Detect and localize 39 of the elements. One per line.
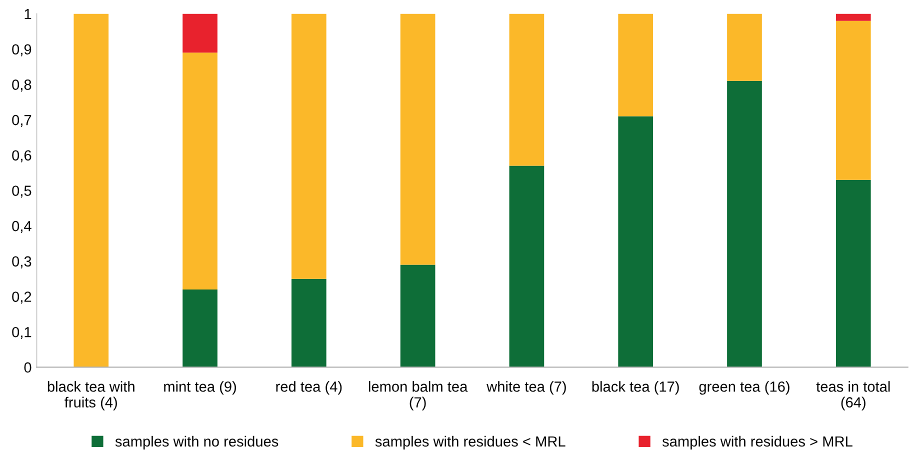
y-tick-label: 0,2 — [12, 292, 32, 304]
bar — [618, 14, 654, 116]
y-tick-label: 0,8 — [12, 80, 32, 92]
x-tick-label: lemon balm tea (7) — [368, 381, 468, 410]
y-tick-label: 0,9 — [12, 44, 32, 56]
bar — [400, 14, 436, 265]
x-tick-label: mint tea (9) — [164, 381, 236, 395]
x-tick-label: green tea (16) — [699, 381, 790, 395]
bar — [509, 166, 544, 368]
x-tick-label: teas in total (64) — [816, 381, 890, 410]
y-tick-label: 1 — [24, 9, 32, 20]
y-tick-label: 0 — [24, 362, 32, 373]
bar — [509, 14, 544, 166]
y-tick-label: 0,5 — [12, 186, 32, 198]
x-tick-label: white tea (7) — [486, 381, 566, 395]
x-tick-label: black tea with fruits (4) — [48, 381, 134, 410]
x-tick-label: red tea (4) — [276, 381, 342, 395]
y-tick-label: 0,4 — [12, 220, 32, 233]
legend-label: samples with residues > MRL — [662, 436, 852, 450]
legend-label: samples with no residues — [115, 436, 278, 450]
bar — [836, 20, 871, 180]
y-tick-label: 0,6 — [12, 150, 32, 162]
bar — [727, 14, 762, 81]
bar — [400, 264, 436, 368]
y-tick-label: 0,1 — [12, 326, 32, 340]
bar — [182, 14, 218, 53]
bar — [291, 14, 326, 279]
bar — [618, 116, 654, 368]
y-tick-label: 0,7 — [12, 114, 32, 127]
legend-label: samples with residues < MRL — [375, 436, 566, 450]
bar — [74, 14, 109, 368]
y-tick-label: 0,3 — [12, 256, 32, 268]
bar — [836, 180, 871, 368]
bar — [291, 278, 326, 368]
bar — [182, 52, 218, 290]
bar — [836, 14, 871, 21]
x-tick-label: black tea (17) — [592, 381, 679, 395]
bar — [182, 289, 218, 368]
bar — [727, 80, 762, 368]
